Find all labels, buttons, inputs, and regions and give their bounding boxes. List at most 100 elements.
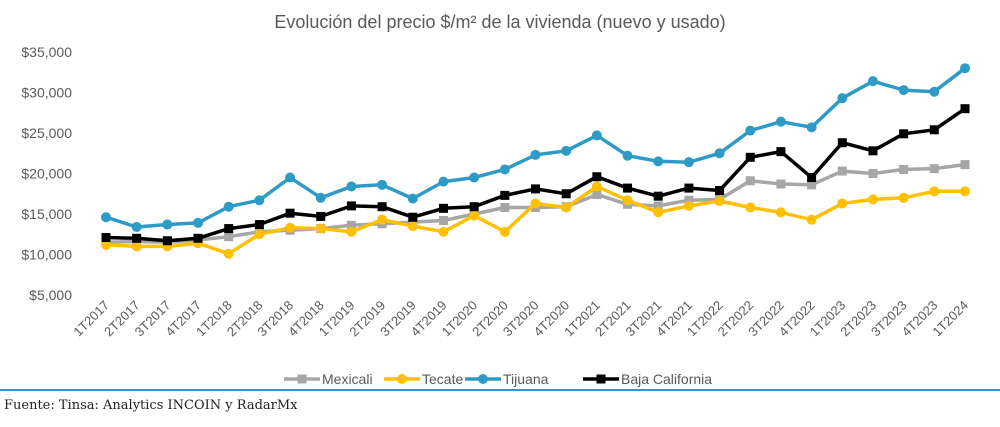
baja-california-point: [807, 173, 817, 183]
baja-california-point: [500, 190, 510, 200]
tijuana-point: [530, 149, 541, 160]
tijuana-point: [622, 150, 633, 161]
baja-california-point: [408, 212, 418, 222]
tijuana-point: [745, 125, 756, 136]
baja-california-point: [592, 172, 602, 182]
legend-label: Mexicali: [322, 371, 373, 387]
mexicali-point: [837, 166, 847, 176]
tijuana-point: [469, 172, 480, 183]
baja-california-point: [224, 224, 234, 234]
mexicali-point: [438, 215, 448, 225]
tecate-point: [530, 198, 541, 209]
baja-california-point: [316, 211, 326, 221]
tecate-point: [653, 207, 664, 218]
baja-california-point: [868, 146, 878, 156]
baja-california-point: [684, 183, 694, 193]
series-baja-california: [101, 104, 970, 246]
legend-item-baja-california: Baja California: [583, 371, 712, 387]
series-layer: [101, 63, 970, 259]
tecate-point: [315, 223, 326, 234]
legend-swatch-marker: [478, 374, 488, 384]
tecate-point: [745, 202, 756, 213]
y-tick-label: $30,000: [21, 85, 72, 101]
tijuana-point: [315, 192, 326, 203]
tijuana-point: [561, 145, 572, 156]
mexicali-point: [960, 160, 970, 170]
mexicali-point: [653, 201, 663, 211]
y-tick-label: $5,000: [29, 287, 72, 303]
legend-item-tijuana: Tijuana: [465, 371, 549, 387]
tijuana-point: [407, 193, 418, 204]
tijuana-point: [653, 156, 664, 167]
baja-california-point: [162, 236, 172, 246]
x-axis: 1T20172T20173T20174T20171T20182T20183T20…: [70, 298, 971, 340]
series-tijuana: [101, 63, 970, 232]
tecate-point: [806, 214, 817, 225]
tecate-point: [101, 239, 111, 250]
tecate-point: [683, 200, 694, 211]
legend: Mexicali Tecate Tijuana Baja California: [284, 371, 712, 387]
tecate-point: [837, 198, 848, 209]
legend-swatch-marker: [297, 374, 307, 384]
tecate-point: [960, 186, 970, 197]
legend-label: Tijuana: [503, 371, 549, 387]
tijuana-point: [346, 181, 357, 192]
tecate-point: [622, 195, 633, 206]
tijuana-point: [806, 122, 817, 133]
tecate-point: [929, 186, 940, 197]
mexicali-point: [807, 180, 817, 190]
chart-title: Evolución del precio $/m² de la vivienda…: [274, 12, 725, 32]
y-tick-label: $15,000: [21, 206, 72, 222]
tijuana-point: [714, 148, 725, 159]
tecate-point: [469, 210, 480, 221]
source-note: Fuente: Tinsa: Analytics INCOIN y RadarM…: [4, 398, 298, 413]
tijuana-point: [438, 176, 449, 187]
baja-california-point: [929, 125, 939, 135]
tecate-point: [377, 214, 388, 225]
baja-california-point: [653, 191, 663, 201]
tecate-point: [775, 207, 786, 218]
baja-california-point: [377, 202, 387, 212]
tijuana-point: [591, 130, 602, 141]
y-tick-label: $35,000: [21, 44, 72, 60]
y-tick-label: $25,000: [21, 125, 72, 141]
mexicali-point: [868, 169, 878, 178]
y-tick-label: $10,000: [21, 247, 72, 263]
mexicali-point: [500, 203, 510, 213]
baja-california-point: [254, 220, 264, 230]
legend-label: Tecate: [422, 371, 463, 387]
tecate-point: [223, 248, 234, 259]
tecate-point: [346, 226, 357, 237]
tecate-point: [867, 194, 878, 205]
mexicali-point: [899, 164, 909, 174]
tecate-point: [499, 226, 510, 237]
mexicali-point: [929, 164, 939, 174]
baja-california-point: [193, 233, 203, 243]
baja-california-point: [776, 147, 786, 157]
tecate-point: [898, 192, 909, 203]
tecate-point: [131, 241, 142, 252]
baja-california-point: [745, 152, 755, 162]
tecate-point: [254, 229, 265, 240]
tijuana-point: [162, 219, 173, 230]
legend-item-tecate: Tecate: [384, 371, 463, 387]
tijuana-point: [377, 179, 388, 190]
mexicali-point: [224, 232, 234, 242]
baja-california-point: [561, 189, 571, 199]
baja-california-point: [132, 233, 142, 243]
tijuana-point: [960, 63, 970, 74]
tecate-point: [714, 196, 725, 207]
baja-california-point: [623, 183, 633, 193]
tecate-point: [561, 202, 572, 213]
legend-swatch-marker: [596, 374, 606, 384]
mexicali-point: [745, 176, 755, 186]
tijuana-point: [193, 217, 204, 228]
mexicali-point: [776, 179, 786, 189]
baja-california-point: [469, 202, 479, 212]
tijuana-point: [775, 116, 786, 127]
tijuana-point: [254, 195, 265, 206]
mexicali-point: [346, 220, 356, 230]
baja-california-point: [346, 201, 356, 211]
tecate-point: [407, 221, 418, 232]
